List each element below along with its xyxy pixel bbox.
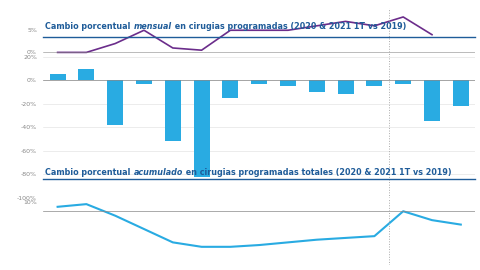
Bar bbox=[165, 80, 180, 141]
Bar bbox=[337, 80, 353, 94]
Text: Cambio porcentual: Cambio porcentual bbox=[45, 22, 133, 31]
Text: mensual: mensual bbox=[133, 22, 172, 31]
Bar bbox=[193, 80, 209, 177]
Bar bbox=[78, 69, 94, 80]
Bar bbox=[49, 75, 65, 80]
Bar bbox=[136, 80, 152, 84]
Bar bbox=[395, 80, 411, 84]
Text: acumulado: acumulado bbox=[133, 168, 183, 177]
Bar bbox=[252, 80, 267, 84]
Bar bbox=[309, 80, 325, 92]
Text: Cambio porcentual: Cambio porcentual bbox=[45, 168, 133, 177]
Bar bbox=[280, 80, 296, 86]
Bar bbox=[367, 80, 383, 86]
Bar bbox=[453, 80, 468, 106]
Bar bbox=[424, 80, 440, 122]
Text: en cirugias programadas (2020 & 2021 1T vs 2019): en cirugias programadas (2020 & 2021 1T … bbox=[172, 22, 406, 31]
Bar bbox=[108, 80, 123, 125]
Bar bbox=[222, 80, 238, 98]
Text: en cirugias programadas totales (2020 & 2021 1T vs 2019): en cirugias programadas totales (2020 & … bbox=[183, 168, 452, 177]
